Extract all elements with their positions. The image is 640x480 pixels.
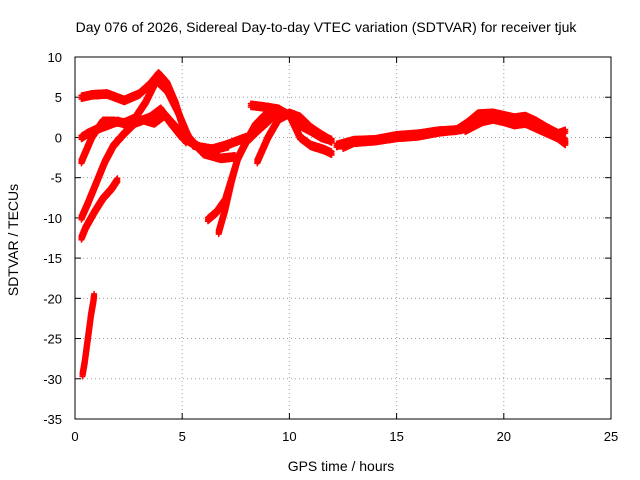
plot-frame [74, 56, 612, 420]
series-arc-7 [204, 108, 282, 225]
chart-title: Day 076 of 2026, Sidereal Day-to-day VTE… [76, 19, 578, 35]
y-tick-label: -35 [43, 412, 62, 427]
series-arc-3 [78, 104, 232, 155]
y-tick-label: 5 [55, 90, 62, 105]
x-tick-label: 10 [282, 429, 296, 444]
x-tick-label: 0 [71, 429, 78, 444]
x-tick-label: 20 [497, 429, 511, 444]
y-tick-label: -5 [50, 171, 62, 186]
y-tick-label: 10 [48, 50, 62, 65]
data-points [78, 69, 569, 380]
y-tick-label: -20 [43, 291, 62, 306]
series-arc-6 [79, 290, 98, 380]
x-tick-label: 25 [604, 429, 618, 444]
y-tick-label: 0 [55, 130, 62, 145]
axis-ticks: 0 5 10 15 20 25 10 5 0 -5 -10 -15 -20 -25 -30 -35 [43, 50, 618, 444]
x-tick-label: 5 [179, 429, 186, 444]
x-tick-label: 15 [389, 429, 403, 444]
y-tick-label: -15 [43, 251, 62, 266]
y-tick-label: -25 [43, 332, 62, 347]
y-tick-label: -10 [43, 211, 62, 226]
y-tick-label: -30 [43, 372, 62, 387]
